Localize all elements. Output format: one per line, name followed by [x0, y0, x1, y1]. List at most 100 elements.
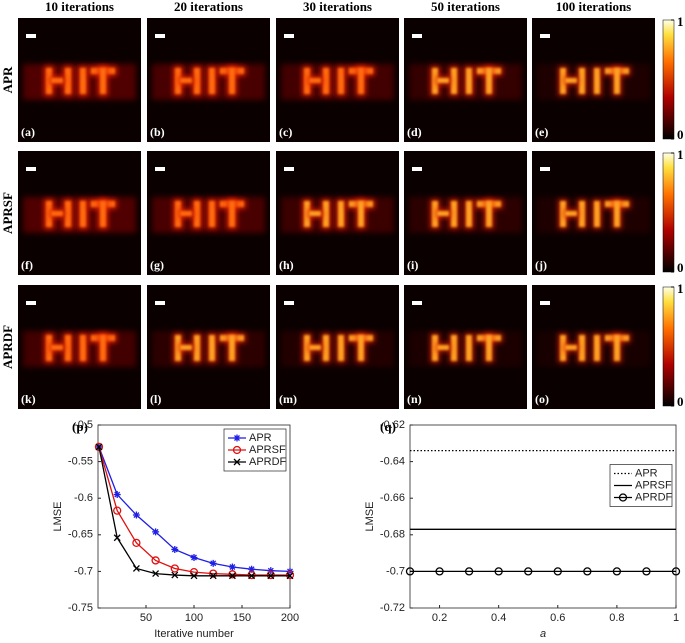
scale-bar	[284, 34, 294, 38]
scale-bar	[155, 34, 165, 38]
marker	[248, 565, 256, 573]
marker	[671, 567, 681, 576]
letter	[579, 68, 585, 94]
marker	[95, 443, 103, 451]
letter	[451, 68, 457, 94]
scale-bar	[540, 167, 550, 171]
letter	[437, 211, 449, 216]
marker	[209, 572, 217, 580]
panel-label: (l)	[150, 392, 161, 406]
marker	[612, 567, 622, 576]
marker	[266, 570, 275, 580]
marker	[286, 572, 294, 580]
marker	[435, 567, 444, 576]
colorbar-tick-label: 1	[677, 281, 684, 296]
letter	[614, 68, 620, 94]
marker	[132, 511, 140, 519]
scale-bar	[26, 301, 36, 305]
marker	[94, 442, 104, 452]
legend-marker	[618, 493, 628, 502]
letter	[309, 78, 321, 83]
panel-label: (e)	[535, 125, 548, 139]
marker	[190, 553, 198, 561]
letter	[80, 335, 86, 361]
marker	[113, 534, 121, 542]
letter	[309, 345, 321, 350]
scale-bar	[412, 34, 422, 38]
column-header: 10 iterations	[45, 0, 114, 14]
letter	[309, 211, 321, 216]
row-label: APRDF	[0, 325, 15, 369]
legend-label: APR	[249, 432, 272, 444]
marker	[209, 559, 217, 567]
letter	[338, 335, 344, 361]
colorbar-tick-label: 1	[677, 147, 684, 162]
marker	[190, 572, 198, 580]
marker	[464, 567, 474, 576]
image-panel: (j)	[532, 151, 655, 275]
marker	[494, 567, 503, 576]
letter	[486, 201, 492, 227]
panel-label: (n)	[407, 392, 422, 406]
panel-label: (d)	[407, 125, 422, 139]
letter	[338, 201, 344, 227]
colorbar-tick-label: 0	[677, 127, 684, 142]
y-axis-label: LMSE	[364, 502, 376, 532]
letter	[338, 68, 344, 94]
x-tick-label: 0.4	[491, 612, 506, 624]
image-panel: (i)	[404, 151, 527, 275]
y-tick-label: -0.7	[74, 565, 93, 577]
image-panel: (f)	[18, 151, 141, 275]
x-tick-label: 200	[281, 612, 299, 624]
column-header: 20 iterations	[174, 0, 243, 14]
panel-label: (f)	[21, 258, 33, 272]
x-tick-label: 1	[673, 612, 679, 624]
letter	[100, 201, 106, 227]
letter	[486, 68, 492, 94]
letter	[100, 335, 106, 361]
scale-bar	[412, 301, 422, 305]
y-tick-label: -0.55	[68, 456, 93, 468]
x-tick-label: 100	[185, 612, 203, 624]
legend-label: APRDF	[249, 456, 287, 468]
legend-label: APR	[635, 467, 658, 479]
marker	[524, 567, 533, 576]
letter	[194, 335, 200, 361]
scale-bar	[412, 167, 422, 171]
colorbar-tick-label: 0	[677, 394, 684, 409]
letter	[180, 345, 192, 350]
letter	[323, 68, 329, 94]
scale-bar	[155, 301, 165, 305]
colorbar	[662, 19, 675, 140]
image-panel: (l)	[147, 285, 270, 409]
letter	[614, 201, 620, 227]
letter	[451, 201, 457, 227]
letter	[565, 78, 577, 83]
scale-bar	[284, 301, 294, 305]
x-axis-label: Iterative number	[154, 628, 234, 640]
y-tick-label: -0.5	[74, 419, 93, 431]
y-tick-label: -0.68	[380, 529, 405, 541]
marker	[151, 556, 160, 565]
marker	[132, 538, 141, 548]
image-panel: (a)	[18, 18, 141, 142]
image-panel: (c)	[276, 18, 399, 142]
image-panel: (n)	[404, 285, 527, 409]
legend-marker	[232, 445, 242, 455]
colorbar-tick-label: 0	[677, 260, 684, 275]
column-header: 30 iterations	[303, 0, 372, 14]
image-panel: (b)	[147, 18, 270, 142]
marker	[583, 567, 592, 576]
marker	[152, 570, 160, 578]
letter	[466, 68, 472, 94]
scale-bar	[26, 34, 36, 38]
letter	[209, 335, 215, 361]
marker	[170, 564, 179, 573]
y-tick-label: -0.62	[380, 419, 405, 431]
letter	[65, 68, 71, 94]
letter	[65, 201, 71, 227]
y-tick-label: -0.65	[68, 529, 93, 541]
image-panel: (m)	[276, 285, 399, 409]
image-panel: (g)	[147, 151, 270, 275]
